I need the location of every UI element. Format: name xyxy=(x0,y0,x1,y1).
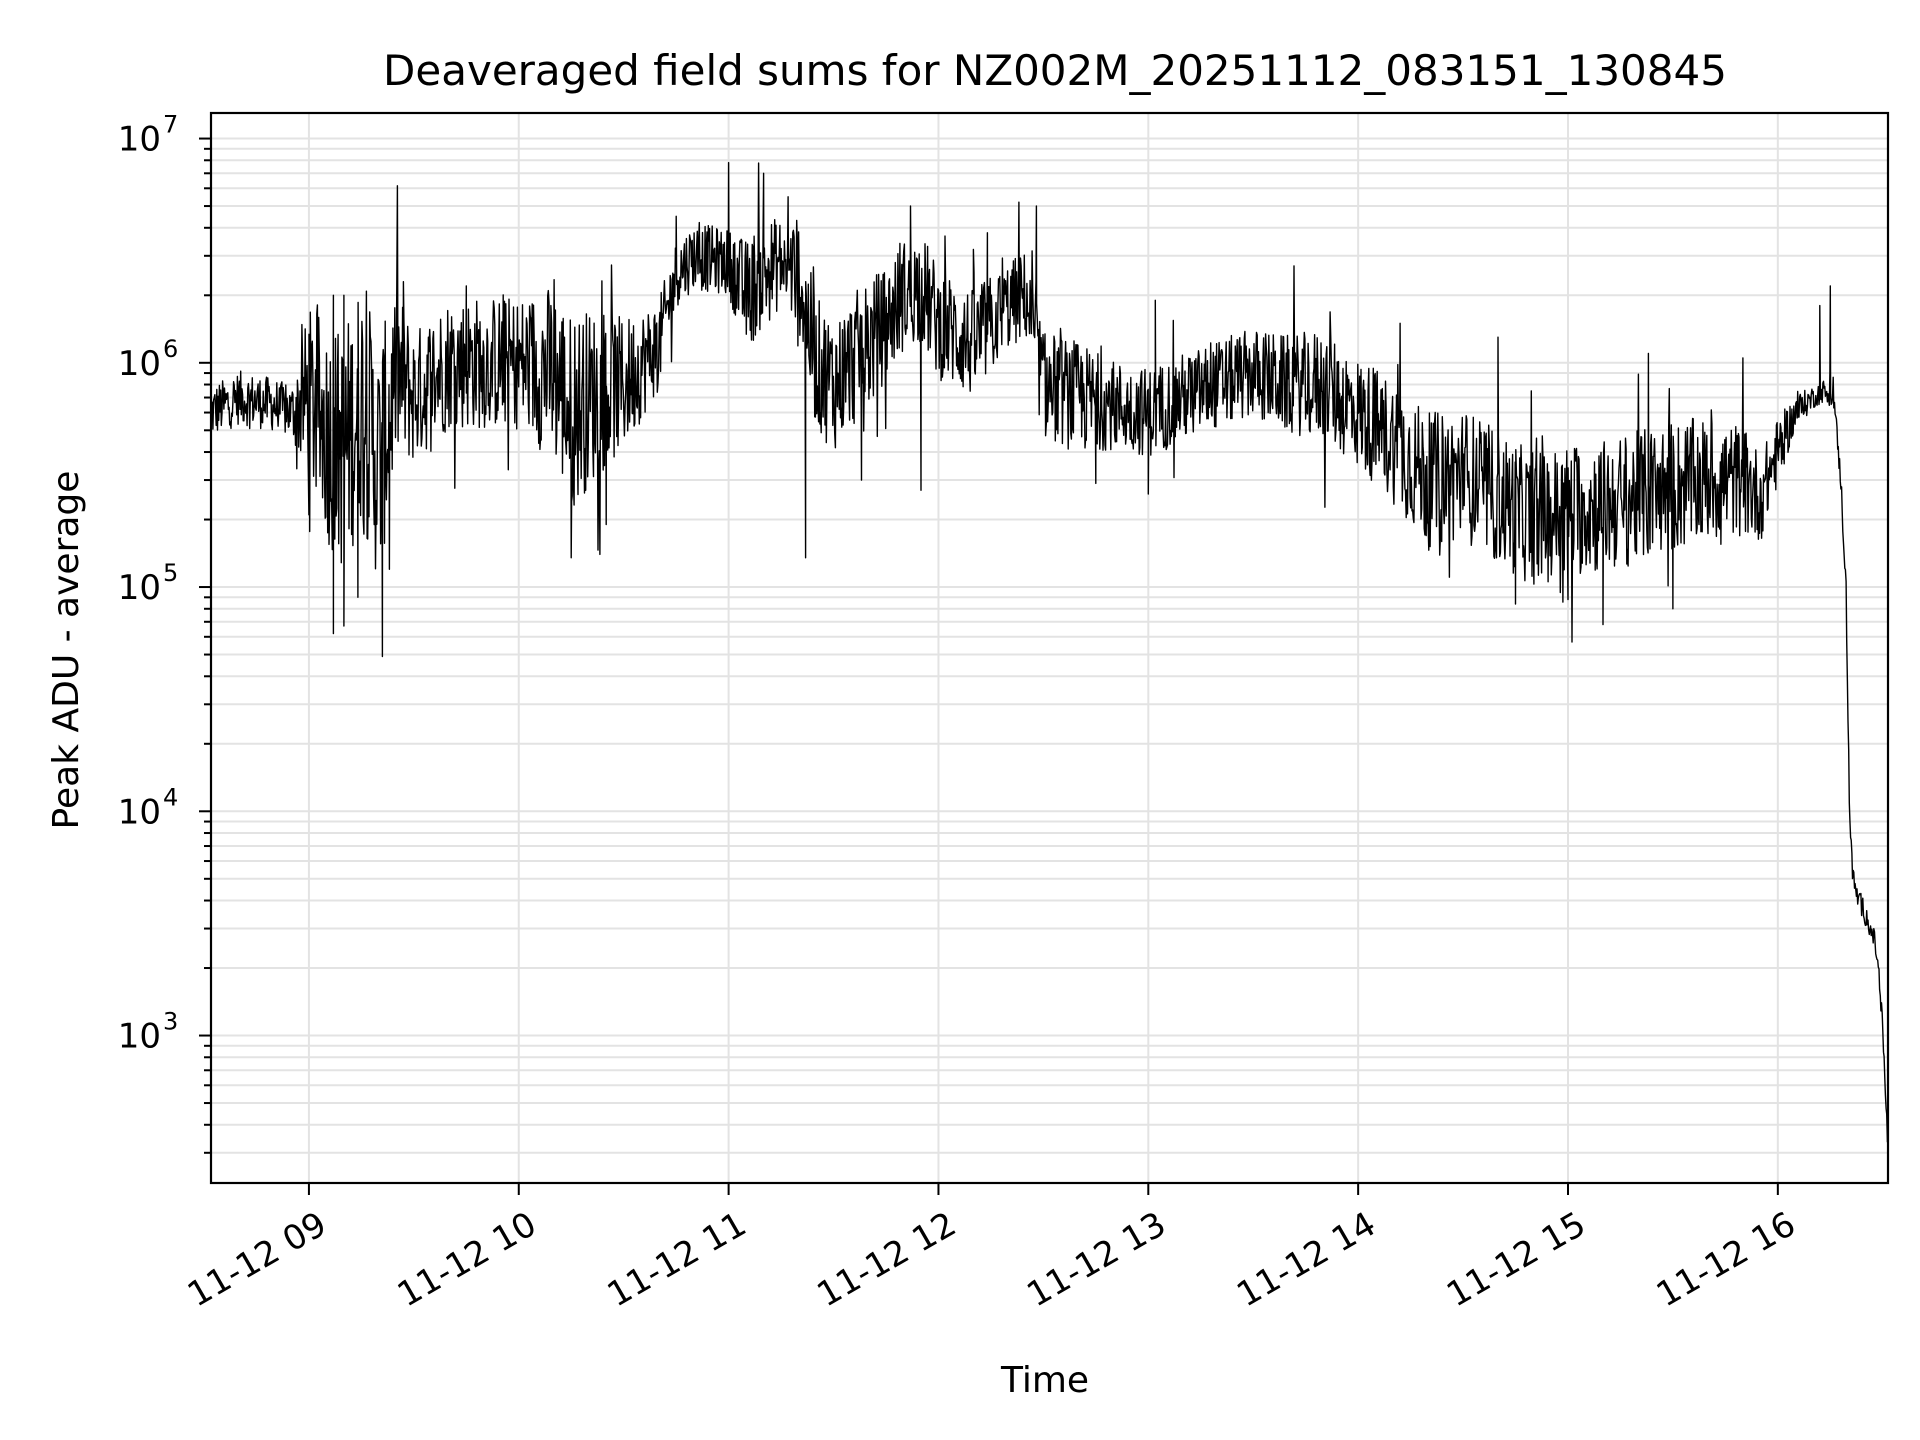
grid-lines xyxy=(211,113,1888,1183)
chart-title: Deaveraged field sums for NZ002M_2025111… xyxy=(383,46,1727,95)
y-tick-label-exponent: 7 xyxy=(163,111,178,139)
plot-frame xyxy=(209,111,1890,1185)
series-line xyxy=(210,162,1889,1143)
y-tick-label-exponent: 3 xyxy=(163,1008,178,1036)
y-tick-label: 10 xyxy=(118,568,161,608)
x-axis-label: Time xyxy=(1000,1360,1089,1401)
y-tick-label: 10 xyxy=(118,344,161,384)
y-tick-label-exponent: 6 xyxy=(163,335,178,363)
y-tick-label: 10 xyxy=(118,1017,161,1057)
y-tick-label-exponent: 5 xyxy=(163,559,178,587)
series-line-group xyxy=(210,162,1889,1143)
y-axis-label: Peak ADU - average xyxy=(46,471,87,830)
y-tick-label: 10 xyxy=(118,120,161,160)
y-tick-label: 10 xyxy=(118,792,161,832)
y-tick-label-exponent: 4 xyxy=(163,783,178,811)
